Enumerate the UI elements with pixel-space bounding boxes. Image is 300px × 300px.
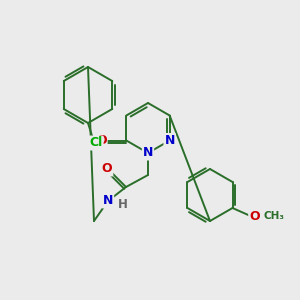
Text: O: O [249,209,260,223]
Text: O: O [102,163,112,176]
Text: Cl: Cl [89,136,103,149]
Text: N: N [143,146,153,160]
Text: CH₃: CH₃ [263,211,284,221]
Text: H: H [118,197,128,211]
Text: N: N [164,134,175,147]
Text: O: O [96,134,107,147]
Text: N: N [103,194,113,208]
